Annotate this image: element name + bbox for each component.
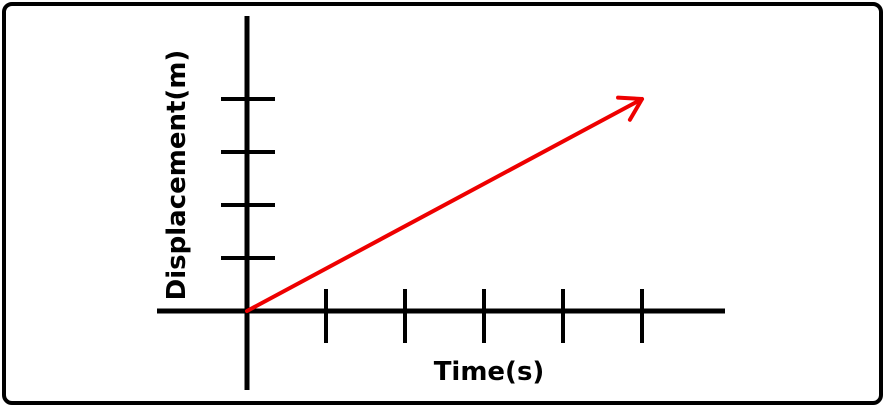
- x-axis-label: Time(s): [434, 357, 545, 387]
- x-ticks: [324, 289, 644, 343]
- series-group: [245, 95, 644, 313]
- y-axis-label: Displacement(m): [162, 50, 192, 301]
- series-arrowhead: [616, 95, 644, 122]
- y-ticks: [221, 97, 275, 260]
- series-line: [245, 97, 644, 313]
